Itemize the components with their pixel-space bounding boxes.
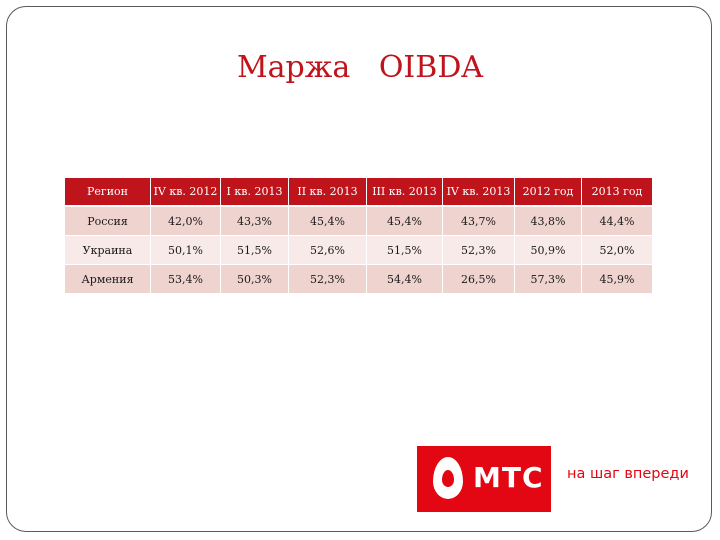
value-cell: 44,4% (582, 207, 652, 236)
table-row: Армения 53,4% 50,3% 52,3% 54,4% 26,5% 57… (65, 265, 652, 294)
value-cell: 52,3% (289, 265, 367, 294)
egg-logo-icon (433, 457, 463, 499)
value-cell: 54,4% (367, 265, 443, 294)
value-cell: 52,6% (289, 236, 367, 265)
logo-tagline: на шаг впереди (567, 466, 689, 482)
value-cell: 43,8% (515, 207, 582, 236)
value-cell: 45,9% (582, 265, 652, 294)
logo-brand-text: МТС (473, 461, 544, 494)
header-q2-2013: II кв. 2013 (289, 178, 367, 207)
slide-title: Маржа OIBDA (236, 50, 484, 85)
table-row: Россия 42,0% 43,3% 45,4% 45,4% 43,7% 43,… (65, 207, 652, 236)
value-cell: 52,0% (582, 236, 652, 265)
header-q4-2013: IV кв. 2013 (443, 178, 515, 207)
region-cell: Россия (65, 207, 151, 236)
table-header-row: Регион IV кв. 2012 I кв. 2013 II кв. 201… (65, 178, 652, 207)
value-cell: 53,4% (151, 265, 221, 294)
value-cell: 51,5% (221, 236, 289, 265)
oibda-margin-table: Регион IV кв. 2012 I кв. 2013 II кв. 201… (65, 178, 652, 294)
header-region: Регион (65, 178, 151, 207)
value-cell: 42,0% (151, 207, 221, 236)
header-q1-2013: I кв. 2013 (221, 178, 289, 207)
value-cell: 43,3% (221, 207, 289, 236)
table-row: Украина 50,1% 51,5% 52,6% 51,5% 52,3% 50… (65, 236, 652, 265)
header-q3-2013: III кв. 2013 (367, 178, 443, 207)
value-cell: 50,1% (151, 236, 221, 265)
region-cell: Армения (65, 265, 151, 294)
header-q4-2012: IV кв. 2012 (151, 178, 221, 207)
region-cell: Украина (65, 236, 151, 265)
value-cell: 45,4% (367, 207, 443, 236)
header-year-2012: 2012 год (515, 178, 582, 207)
value-cell: 51,5% (367, 236, 443, 265)
value-cell: 45,4% (289, 207, 367, 236)
mts-logo: МТС (417, 446, 551, 512)
header-year-2013: 2013 год (582, 178, 652, 207)
value-cell: 52,3% (443, 236, 515, 265)
value-cell: 26,5% (443, 265, 515, 294)
value-cell: 50,9% (515, 236, 582, 265)
value-cell: 43,7% (443, 207, 515, 236)
value-cell: 57,3% (515, 265, 582, 294)
value-cell: 50,3% (221, 265, 289, 294)
